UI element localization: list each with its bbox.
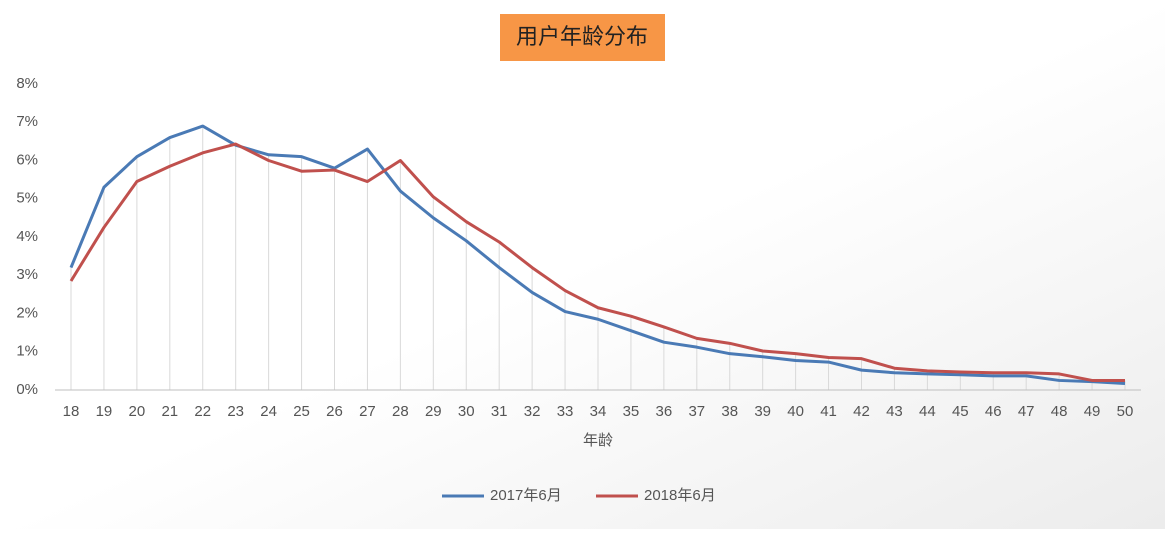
y-tick-label: 5% xyxy=(16,190,38,207)
legend-label: 2017年6月 xyxy=(490,487,562,504)
x-tick-label: 23 xyxy=(227,403,244,420)
x-tick-label: 29 xyxy=(425,403,442,420)
x-tick-label: 40 xyxy=(787,403,804,420)
x-tick-label: 34 xyxy=(590,403,607,420)
x-tick-label: 35 xyxy=(623,403,640,420)
x-tick-label: 48 xyxy=(1051,403,1068,420)
x-tick-label: 32 xyxy=(524,403,541,420)
x-tick-label: 36 xyxy=(656,403,673,420)
x-tick-label: 22 xyxy=(194,403,211,420)
y-tick-label: 1% xyxy=(16,343,38,360)
x-tick-label: 21 xyxy=(161,403,178,420)
x-tick-label: 28 xyxy=(392,403,409,420)
y-tick-label: 2% xyxy=(16,304,38,321)
x-tick-label: 24 xyxy=(260,403,277,420)
x-tick-label: 42 xyxy=(853,403,870,420)
x-tick-label: 39 xyxy=(754,403,771,420)
x-tick-label: 19 xyxy=(96,403,113,420)
legend-label: 2018年6月 xyxy=(644,487,716,504)
x-tick-label: 44 xyxy=(919,403,936,420)
x-tick-label: 37 xyxy=(688,403,705,420)
x-tick-label: 41 xyxy=(820,403,837,420)
x-tick-label: 49 xyxy=(1084,403,1101,420)
x-tick-label: 20 xyxy=(129,403,146,420)
x-tick-label: 31 xyxy=(491,403,508,420)
x-tick-label: 38 xyxy=(721,403,738,420)
x-tick-label: 47 xyxy=(1018,403,1035,420)
y-tick-label: 0% xyxy=(16,381,38,398)
x-tick-label: 45 xyxy=(952,403,969,420)
x-tick-label: 30 xyxy=(458,403,475,420)
y-tick-label: 4% xyxy=(16,228,38,245)
y-tick-label: 3% xyxy=(16,266,38,283)
x-tick-label: 27 xyxy=(359,403,376,420)
y-tick-label: 7% xyxy=(16,113,38,130)
x-tick-label: 43 xyxy=(886,403,903,420)
y-tick-label: 8% xyxy=(16,75,38,92)
title-box xyxy=(500,14,665,61)
x-tick-label: 25 xyxy=(293,403,310,420)
chart-title: 用户年龄分布 xyxy=(516,24,648,49)
series-line xyxy=(69,142,1125,382)
x-tick-label: 33 xyxy=(557,403,574,420)
x-tick-label: 46 xyxy=(985,403,1002,420)
x-axis-label: 年龄 xyxy=(583,432,613,449)
x-tick-label: 50 xyxy=(1117,403,1134,420)
x-tick-label: 18 xyxy=(63,403,80,420)
y-tick-label: 6% xyxy=(16,151,38,168)
x-tick-label: 26 xyxy=(326,403,343,420)
